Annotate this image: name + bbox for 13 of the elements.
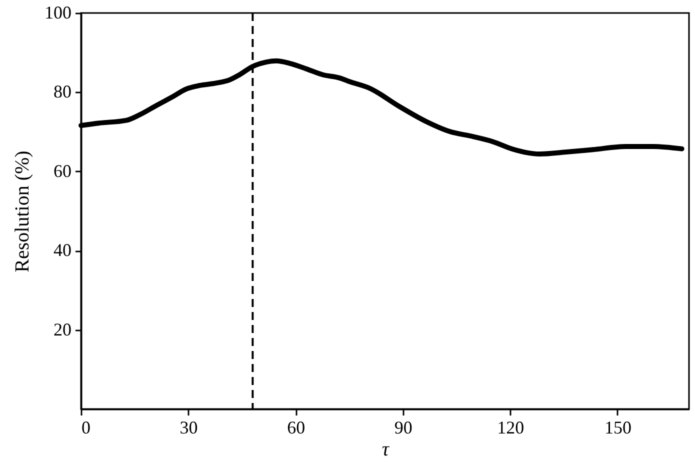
y-tick-label: 80	[54, 82, 72, 102]
y-tick-label: 40	[54, 240, 72, 260]
y-tick-label: 20	[54, 319, 72, 340]
x-tick-label: 0	[82, 418, 90, 438]
y-axis-title: Resolution (%)	[12, 150, 34, 272]
y-tick-label: 100	[44, 2, 72, 22]
x-tick-label: 90	[394, 418, 412, 438]
y-tick-label: 60	[54, 160, 72, 181]
x-tick-label: 60	[287, 418, 306, 438]
x-axis-title: τ	[382, 438, 390, 460]
x-tick-label: 120	[497, 418, 524, 438]
x-tick-label: 30	[180, 418, 198, 438]
x-tick-label: 150	[604, 418, 632, 438]
